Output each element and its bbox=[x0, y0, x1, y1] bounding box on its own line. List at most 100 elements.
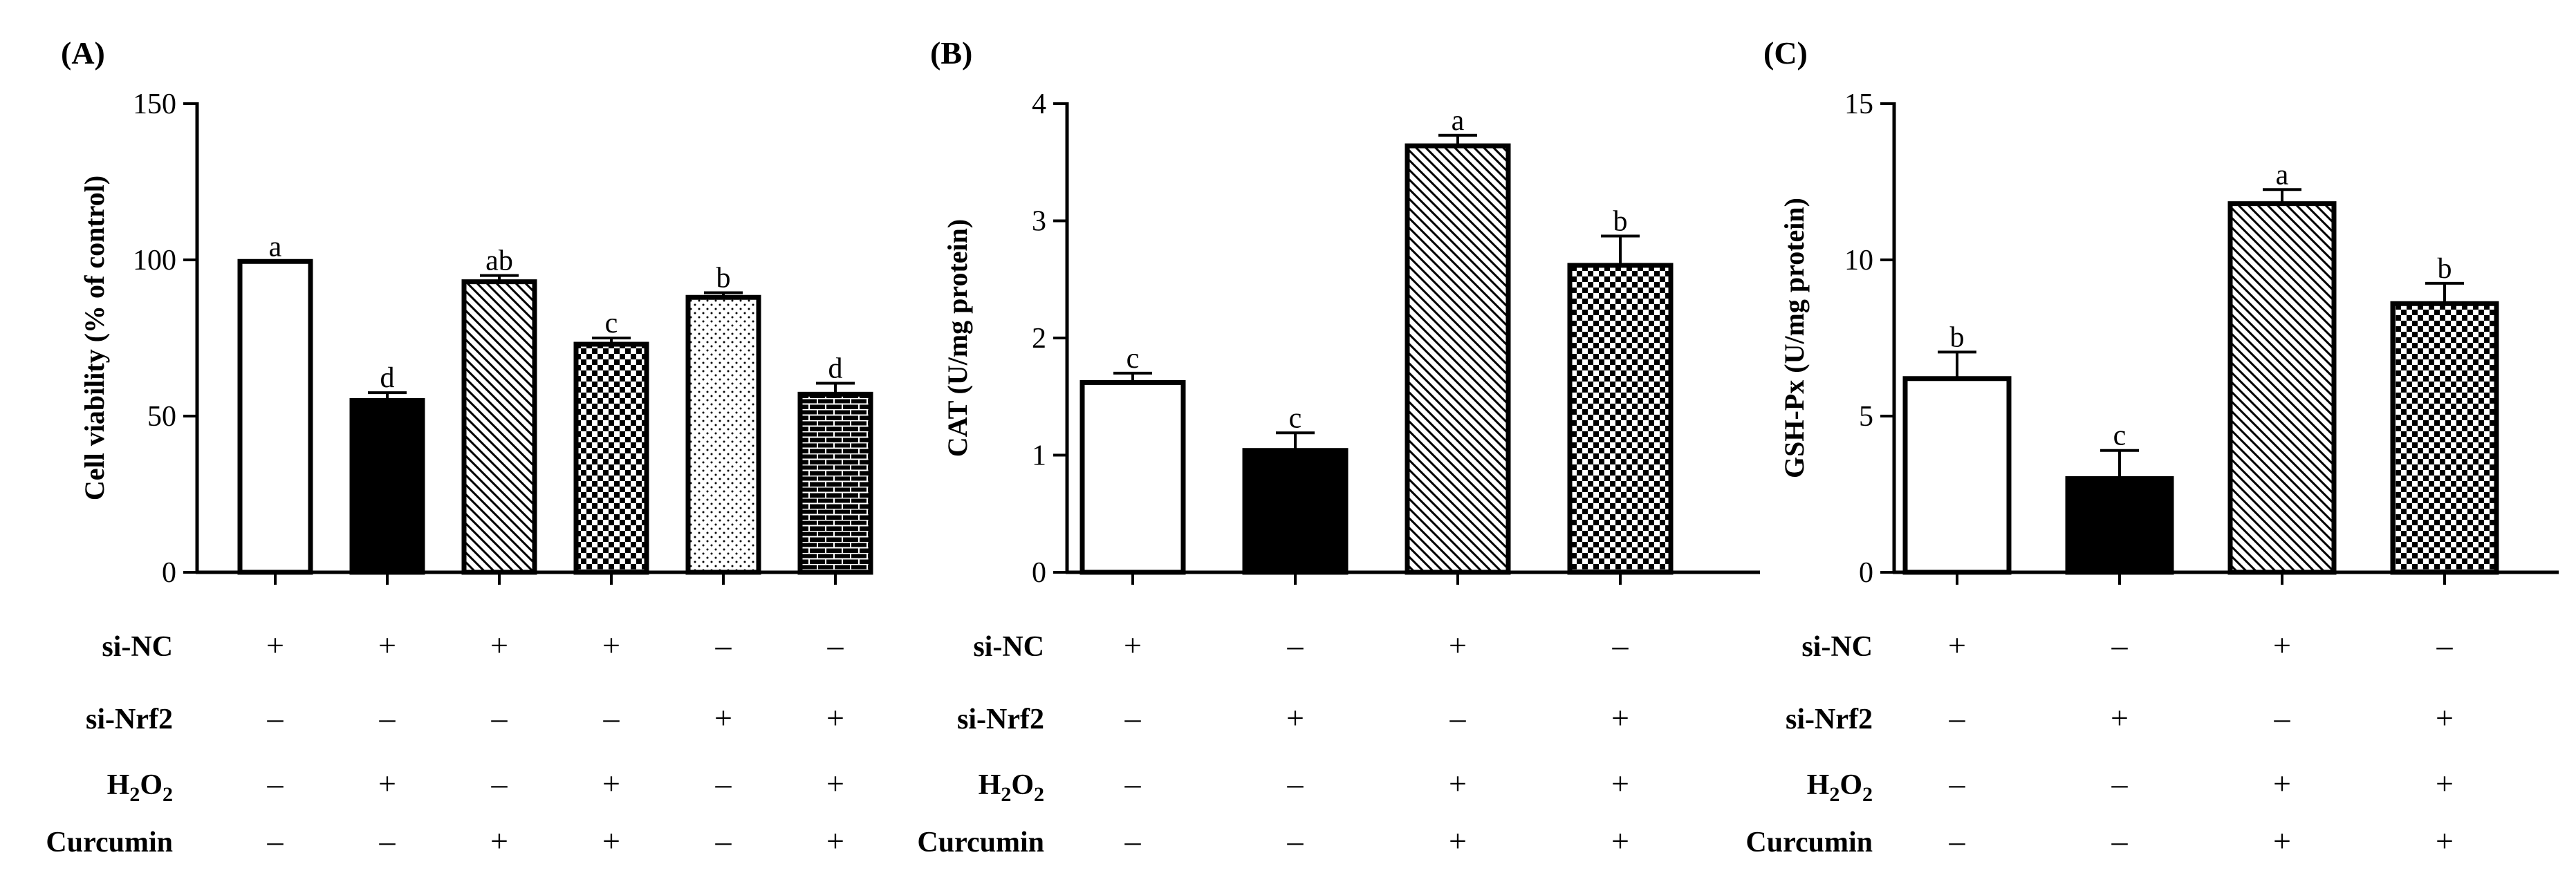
condition-symbol: – bbox=[491, 700, 508, 735]
condition-symbol: – bbox=[379, 700, 396, 735]
condition-symbol: – bbox=[379, 823, 396, 858]
condition-symbol: + bbox=[378, 628, 396, 663]
condition-symbol: – bbox=[2111, 823, 2129, 858]
condition-symbol: – bbox=[1612, 628, 1629, 663]
significance-letter: b bbox=[1950, 321, 1965, 353]
condition-symbol: – bbox=[1287, 823, 1304, 858]
condition-symbol: – bbox=[715, 628, 732, 663]
row-label-curcumin: Curcumin bbox=[46, 827, 173, 858]
bar-2 bbox=[461, 279, 537, 575]
significance-letter: c bbox=[605, 308, 618, 339]
condition-symbol: – bbox=[2274, 700, 2291, 735]
condition-symbol: + bbox=[1611, 823, 1629, 858]
bar-0 bbox=[237, 258, 313, 575]
condition-symbol: + bbox=[602, 823, 620, 858]
significance-letter: b bbox=[716, 262, 731, 294]
condition-symbol: + bbox=[2273, 766, 2291, 801]
y-tick-label: 1 bbox=[1032, 440, 1046, 472]
row-label-si-nrf2: si-Nrf2 bbox=[86, 704, 173, 735]
significance-letter: a bbox=[1452, 105, 1465, 137]
condition-symbol: – bbox=[603, 700, 620, 735]
significance-letter: d bbox=[380, 362, 395, 394]
y-tick-label: 10 bbox=[1844, 245, 1873, 276]
y-tick-label: 0 bbox=[1032, 557, 1046, 589]
bar-1 bbox=[1242, 448, 1349, 575]
bar-5 bbox=[797, 391, 873, 575]
condition-symbol: + bbox=[1948, 628, 1966, 663]
significance-letter: b bbox=[2438, 253, 2452, 285]
condition-symbol: + bbox=[1611, 700, 1629, 735]
panel-label: (B) bbox=[930, 35, 972, 70]
panel-2: (C) GSH-Px (U/mg protein) 0 5 10 15 b c a b si-NC +… bbox=[1745, 35, 2559, 858]
bar-3 bbox=[573, 341, 649, 575]
condition-symbol: – bbox=[1949, 700, 1966, 735]
condition-symbol: – bbox=[267, 700, 284, 735]
bar-1 bbox=[349, 397, 425, 575]
condition-symbol: – bbox=[1949, 766, 1966, 801]
bar-3 bbox=[2390, 301, 2499, 575]
bar-0 bbox=[1079, 379, 1186, 575]
condition-symbol: + bbox=[602, 628, 620, 663]
bar-2 bbox=[1405, 143, 1511, 575]
significance-letter: d bbox=[828, 353, 843, 385]
condition-symbol: + bbox=[2436, 823, 2454, 858]
y-tick-label: 3 bbox=[1032, 206, 1046, 238]
condition-symbol: – bbox=[267, 766, 284, 801]
condition-symbol: – bbox=[1287, 766, 1304, 801]
condition-symbol: – bbox=[1124, 766, 1142, 801]
condition-symbol: + bbox=[2273, 628, 2291, 663]
condition-symbol: – bbox=[2111, 628, 2129, 663]
y-tick-label: 5 bbox=[1859, 401, 1873, 433]
y-tick-label: 0 bbox=[162, 557, 176, 589]
row-label-si-nc: si-NC bbox=[1801, 631, 1873, 663]
row-label-h2o2: H2O2 bbox=[107, 769, 173, 806]
condition-symbol: + bbox=[1449, 823, 1467, 858]
condition-symbol: – bbox=[827, 628, 844, 663]
row-label-h2o2: H2O2 bbox=[979, 769, 1044, 806]
bar-1 bbox=[2065, 476, 2174, 575]
y-axis-label: Cell viability (% of control) bbox=[79, 176, 110, 500]
condition-symbol: + bbox=[714, 700, 732, 735]
condition-symbol: + bbox=[2111, 700, 2129, 735]
significance-letter: c bbox=[2113, 420, 2126, 452]
condition-symbol: + bbox=[826, 766, 844, 801]
significance-letter: a bbox=[2276, 159, 2289, 191]
condition-symbol: – bbox=[2111, 766, 2129, 801]
condition-symbol: + bbox=[602, 766, 620, 801]
significance-letter: c bbox=[1127, 343, 1140, 375]
row-label-si-nrf2: si-Nrf2 bbox=[957, 704, 1044, 735]
condition-symbol: + bbox=[1449, 628, 1467, 663]
bar-2 bbox=[2227, 201, 2337, 575]
condition-symbol: – bbox=[1949, 823, 1966, 858]
condition-symbol: + bbox=[378, 766, 396, 801]
condition-symbol: – bbox=[267, 823, 284, 858]
panel-0: (A) Cell viability (% of control) 0 50 100 15… bbox=[46, 35, 873, 858]
condition-symbol: – bbox=[715, 823, 732, 858]
bar-3 bbox=[1567, 263, 1674, 575]
condition-symbol: – bbox=[491, 766, 508, 801]
row-label-h2o2: H2O2 bbox=[1807, 769, 1873, 806]
condition-symbol: + bbox=[490, 823, 508, 858]
bar-4 bbox=[685, 294, 761, 575]
significance-letter: b bbox=[1613, 206, 1628, 238]
y-tick-label: 0 bbox=[1859, 557, 1873, 589]
significance-letter: c bbox=[1289, 402, 1302, 434]
y-tick-label: 4 bbox=[1032, 88, 1046, 120]
condition-symbol: + bbox=[2273, 823, 2291, 858]
y-tick-label: 50 bbox=[147, 401, 176, 433]
condition-symbol: + bbox=[266, 628, 284, 663]
panel-1: (B) CAT (U/mg protein) 0 1 2 3 4 c c a b si-NC + – + – s… bbox=[917, 35, 1760, 858]
condition-symbol: – bbox=[1287, 628, 1304, 663]
y-axis-label: GSH-Px (U/mg protein) bbox=[1779, 198, 1810, 478]
panel-label: (C) bbox=[1763, 35, 1808, 70]
y-tick-label: 2 bbox=[1032, 323, 1046, 355]
panel-label: (A) bbox=[61, 35, 105, 70]
condition-symbol: – bbox=[1124, 823, 1142, 858]
condition-symbol: – bbox=[2436, 628, 2454, 663]
condition-symbol: + bbox=[826, 823, 844, 858]
condition-symbol: + bbox=[2436, 700, 2454, 735]
condition-symbol: + bbox=[2436, 766, 2454, 801]
y-tick-label: 15 bbox=[1844, 88, 1873, 120]
significance-letter: ab bbox=[485, 245, 513, 277]
